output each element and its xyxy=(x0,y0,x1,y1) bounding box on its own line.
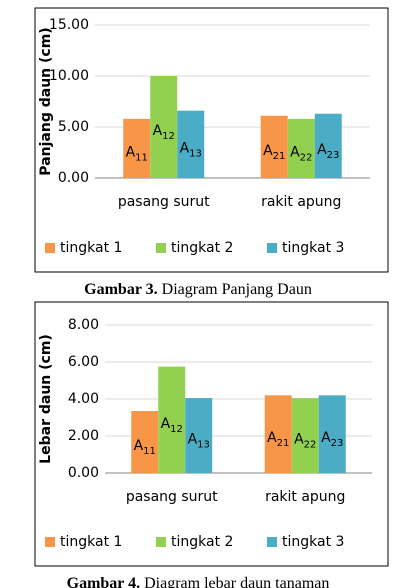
bar-label: A21 xyxy=(263,143,285,162)
caption-label: Gambar 3. xyxy=(84,281,157,298)
legend-swatch xyxy=(267,537,277,547)
bar xyxy=(291,398,319,473)
x-tick-label: pasang surut xyxy=(118,194,210,210)
bar-label-sub: 12 xyxy=(162,131,175,142)
bar-label-sub: 23 xyxy=(331,438,344,449)
bar-label: A13 xyxy=(180,140,202,159)
bar xyxy=(158,366,186,473)
bar-label: A13 xyxy=(188,432,210,451)
bar-label-sub: 11 xyxy=(135,152,148,163)
legend-label: tingkat 2 xyxy=(171,240,233,256)
bar-label-sub: 23 xyxy=(327,150,340,161)
legend-label: tingkat 1 xyxy=(60,240,122,256)
legend-swatch xyxy=(156,537,166,547)
x-tick-label: pasang surut xyxy=(126,489,218,505)
bar-label-text: A xyxy=(267,430,277,446)
bar-label-sub: 22 xyxy=(300,152,313,163)
bar-label-sub: 11 xyxy=(143,446,156,457)
y-tick-label: 8.00 xyxy=(68,317,99,333)
chart-frame xyxy=(34,301,389,567)
bar xyxy=(287,118,315,178)
y-tick-label: 10.00 xyxy=(49,68,89,84)
legend-label: tingkat 1 xyxy=(60,534,122,550)
y-tick-label: 0.00 xyxy=(58,170,89,186)
y-tick-label: 5.00 xyxy=(58,119,89,135)
y-tick-label: 6.00 xyxy=(68,354,99,370)
bar-label: A21 xyxy=(267,430,289,449)
caption-text: Diagram lebar daun tanaman xyxy=(144,575,329,588)
legend-swatch xyxy=(45,537,55,547)
caption-text: Diagram Panjang Daun xyxy=(162,281,312,298)
y-tick-label: 2.00 xyxy=(68,428,99,444)
bar-label: A22 xyxy=(290,144,312,163)
bar-label-text: A xyxy=(126,144,136,160)
bar-label-text: A xyxy=(180,140,190,156)
bar-label-text: A xyxy=(134,438,144,454)
bar-label-text: A xyxy=(317,142,327,158)
bar-label: A23 xyxy=(317,142,339,161)
legend-label: tingkat 2 xyxy=(171,534,233,550)
bar-label: A12 xyxy=(153,123,175,142)
bar-label: A22 xyxy=(294,432,316,451)
bar-label: A12 xyxy=(161,416,183,435)
bar xyxy=(260,115,288,178)
bar-label-text: A xyxy=(153,123,163,139)
bar-label: A11 xyxy=(126,144,148,163)
bar-label-sub: 12 xyxy=(170,424,183,435)
bar xyxy=(318,395,346,473)
caption: Gambar 4. Diagram lebar daun tanaman xyxy=(67,575,330,588)
bar-label-sub: 22 xyxy=(304,440,317,451)
x-tick-label: rakit apung xyxy=(265,489,345,505)
bar-label-sub: 13 xyxy=(197,440,210,451)
bar-label-text: A xyxy=(263,143,273,159)
bar-label-text: A xyxy=(294,432,304,448)
bar-label-text: A xyxy=(290,144,300,160)
caption: Gambar 3. Diagram Panjang Daun xyxy=(84,281,312,298)
legend-swatch xyxy=(45,243,55,253)
bar xyxy=(123,118,151,178)
legend-swatch xyxy=(267,243,277,253)
bar xyxy=(131,411,159,473)
y-axis-label: Panjang daun (cm) xyxy=(38,27,54,175)
y-axis-label: Lebar daun (cm) xyxy=(38,334,54,464)
bar xyxy=(150,76,178,178)
bar-label: A11 xyxy=(134,438,156,457)
bar-label-text: A xyxy=(188,432,198,448)
y-tick-label: 0.00 xyxy=(68,465,99,481)
bar xyxy=(177,110,205,178)
legend-swatch xyxy=(156,243,166,253)
bar xyxy=(185,398,213,473)
bar-label-sub: 21 xyxy=(273,151,286,162)
caption-label: Gambar 4. xyxy=(67,575,140,588)
bar-label-text: A xyxy=(321,430,331,446)
bar-label-sub: 21 xyxy=(277,438,290,449)
bar-label: A23 xyxy=(321,430,343,449)
legend-label: tingkat 3 xyxy=(282,240,344,256)
bar-label-text: A xyxy=(161,416,171,432)
bar xyxy=(264,395,292,473)
chart-frame xyxy=(34,7,389,273)
legend-label: tingkat 3 xyxy=(282,534,344,550)
y-tick-label: 15.00 xyxy=(49,17,89,33)
x-tick-label: rakit apung xyxy=(261,194,341,210)
bar-label-sub: 13 xyxy=(189,148,202,159)
y-tick-label: 4.00 xyxy=(68,391,99,407)
bar xyxy=(314,113,342,178)
